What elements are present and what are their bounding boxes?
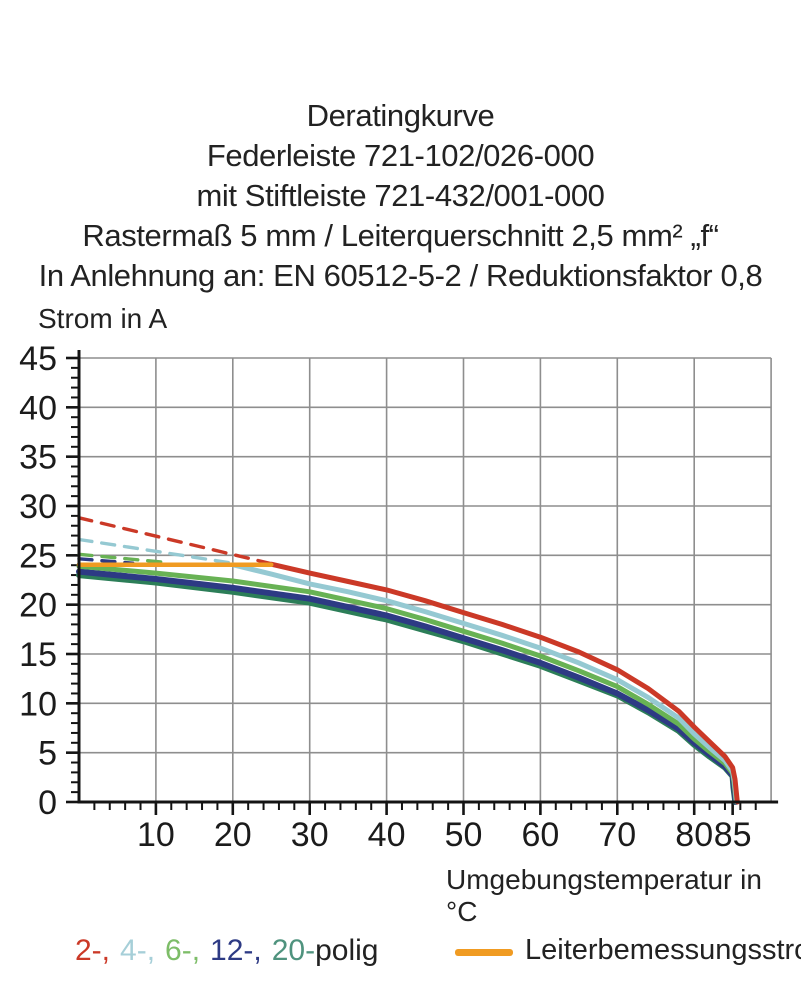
y-axis-title: Strom in A [38, 303, 168, 334]
x-tick-label-60: 60 [521, 816, 559, 854]
series-solid-2-polig [268, 561, 740, 805]
y-tick-label-20: 20 [19, 587, 57, 625]
x-axis-title: Umgebungstemperatur in °C [446, 864, 762, 927]
legend-pole-item-20: 20- [271, 934, 316, 967]
y-tick-label-0: 0 [38, 784, 57, 822]
y-tick-label-10: 10 [19, 685, 57, 723]
reference-line-label: Leiterbemessungsstrom [525, 934, 801, 966]
legend-pole-item-4: 4-, [120, 934, 156, 967]
title-line-5: In Anlehnung an: EN 60512-5-2 / Reduktio… [38, 258, 763, 293]
x-tick-label-50: 50 [445, 816, 483, 854]
series-dashed-2-polig [77, 516, 273, 566]
x-tick-label-80: 80 [675, 816, 713, 854]
x-tick-label-40: 40 [368, 816, 406, 854]
y-tick-label-25: 25 [19, 537, 57, 575]
legend-pole-item-polig: polig [315, 934, 379, 967]
x-tick-label-70: 70 [598, 816, 636, 854]
title-line-2: Federleiste 721-102/026-000 [206, 138, 595, 173]
y-tick-label-30: 30 [19, 488, 57, 526]
x-tick-label-20: 20 [214, 816, 252, 854]
legend-pole-item-2: 2-, [75, 934, 111, 967]
title-line-4: Rastermaß 5 mm / Leiterquerschnitt 2,5 m… [82, 218, 719, 253]
legend-pole-counts: 2-, 4-, 6-, 12-, 20-polig [75, 934, 379, 968]
y-tick-label-5: 5 [38, 735, 57, 773]
x-tick-label-10: 10 [137, 816, 175, 854]
y-tick-label-35: 35 [19, 439, 57, 477]
y-tick-label-45: 45 [19, 340, 57, 378]
series-dashed-4-polig [77, 537, 235, 565]
x-tick-label-85: 85 [714, 816, 752, 854]
title-line-3: mit Stiftleiste 721-432/001-000 [196, 178, 605, 213]
chart-legend: 2-, 4-, 6-, 12-, 20-polig Leiterbemessungsst… [0, 930, 801, 980]
chart-title-block: Deratingkurve Federleiste 721-102/026-00… [0, 96, 801, 296]
y-tick-label-40: 40 [19, 389, 57, 427]
reference-line-swatch [455, 949, 513, 956]
legend-pole-item-6: 6-, [165, 934, 201, 967]
y-tick-label-15: 15 [19, 636, 57, 674]
legend-reference: Leiterbemessungsstrom [455, 934, 801, 967]
title-line-1: Deratingkurve [306, 98, 495, 133]
series-dashed-6-polig [77, 552, 166, 564]
legend-pole-item-12: 12-, [210, 934, 262, 967]
x-tick-label-30: 30 [291, 816, 329, 854]
